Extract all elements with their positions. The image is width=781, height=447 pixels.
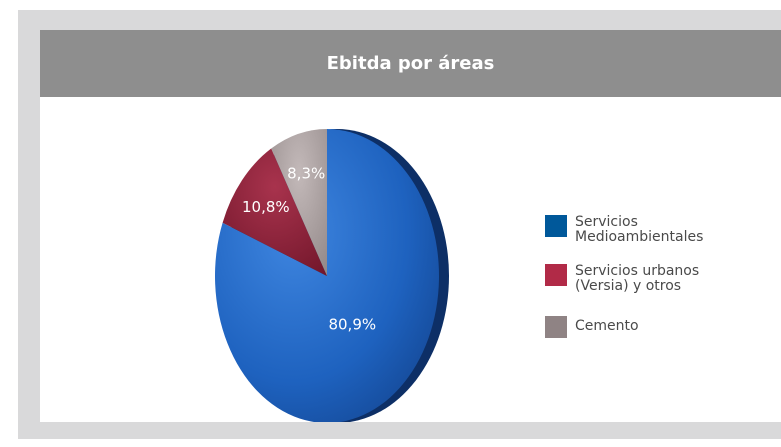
legend-item-servicios-urbanos: Servicios urbanos (Versia) y otros: [545, 264, 765, 294]
pie-label-1: 80,9%: [328, 316, 376, 334]
legend-swatch: [545, 316, 567, 338]
legend-swatch: [545, 215, 567, 237]
legend-item-cemento: Cemento: [545, 316, 765, 338]
pie-slice-2: [222, 148, 327, 276]
pie-label-2: 10,8%: [242, 198, 290, 216]
legend-label: Cemento: [575, 318, 639, 334]
legend-label: Servicios urbanos (Versia) y otros: [575, 263, 700, 294]
pie-label-3: 8,3%: [287, 165, 325, 183]
pie-slice-1: [215, 129, 439, 422]
legend-item-servicios-medioambientales: Servicios Medioambientales: [545, 215, 765, 245]
chart-title: Ebitda por áreas: [40, 30, 781, 97]
chart-panel: Ebitda por áreas 80,9% 10,8% 8,3%: [40, 30, 781, 422]
pie-chart: 80,9% 10,8% 8,3%: [215, 129, 449, 422]
pie-slices: [215, 129, 449, 422]
chart-frame: Ebitda por áreas 80,9% 10,8% 8,3%: [18, 10, 781, 439]
pie-labels: 80,9% 10,8% 8,3%: [242, 165, 376, 334]
legend-swatch: [545, 264, 567, 286]
pie-slice-3: [271, 129, 327, 276]
legend-label: Servicios Medioambientales: [575, 214, 704, 245]
